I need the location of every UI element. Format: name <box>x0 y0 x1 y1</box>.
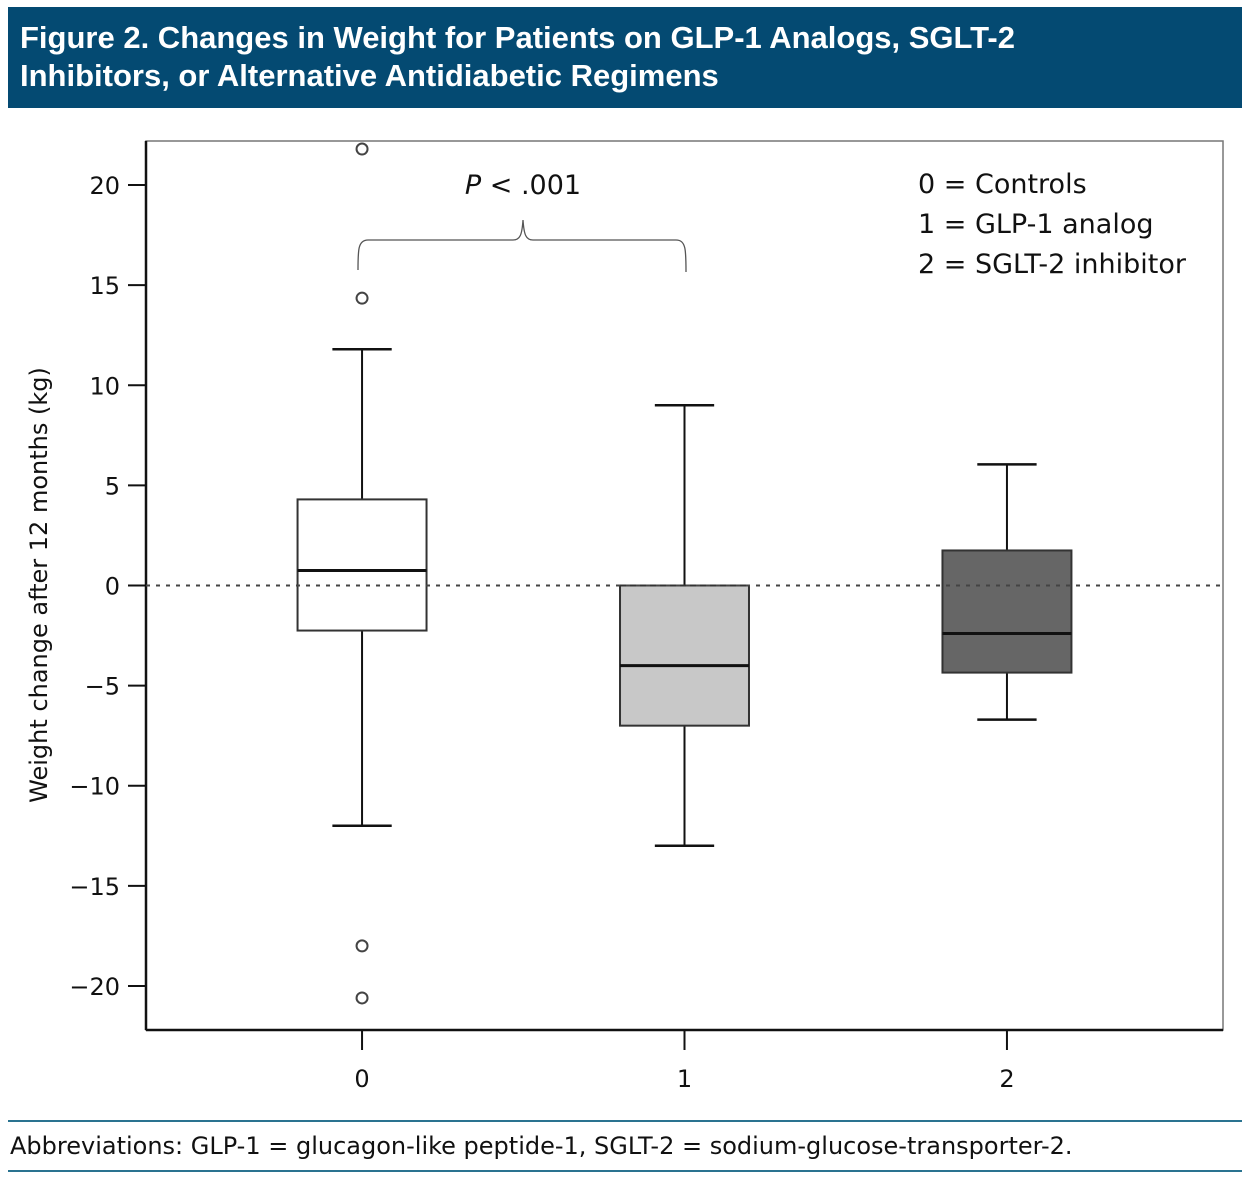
significance-bracket <box>357 219 687 273</box>
outlier-point <box>355 991 369 1005</box>
p-value-annotation: P < .001 <box>465 170 581 201</box>
x-tick-label: 1 <box>677 1065 692 1093</box>
y-tick-label: 15 <box>89 272 120 300</box>
outlier-point <box>355 939 369 953</box>
title-line-2: Inhibitors, or Alternative Antidiabetic … <box>20 58 719 93</box>
box-iqr <box>941 549 1073 674</box>
legend: 0 = Controls 1 = GLP-1 analog 2 = SGLT-2… <box>918 169 1187 280</box>
x-tick-label: 2 <box>999 1065 1014 1093</box>
box-iqr <box>619 584 750 727</box>
legend-entry: 1 = GLP-1 analog <box>918 209 1154 240</box>
y-tick-label: −20 <box>69 973 120 1001</box>
y-tick-label: 10 <box>89 372 120 400</box>
y-tick-label: 20 <box>89 172 120 200</box>
outlier-point <box>355 142 369 156</box>
figure-title: Figure 2. Changes in Weight for Patients… <box>8 7 1242 108</box>
abbreviations-footnote: Abbreviations: GLP-1 = glucagon-like pep… <box>8 1120 1242 1172</box>
legend-entry: 0 = Controls <box>918 169 1087 200</box>
y-axis-label: Weight change after 12 months (kg) <box>25 367 53 803</box>
legend-entry: 2 = SGLT-2 inhibitor <box>918 249 1187 280</box>
y-tick-label: 5 <box>105 472 120 500</box>
x-tick-label: 0 <box>354 1065 369 1093</box>
y-tick-label: −15 <box>69 873 120 901</box>
box-iqr <box>296 498 428 632</box>
y-tick-label: 0 <box>105 573 120 601</box>
boxplot-chart: 20 15 10 5 0 −5 −10 −15 −20 0 1 2 Weight change aft… <box>25 140 1224 1093</box>
outlier-point <box>355 291 369 305</box>
y-tick-label: −10 <box>69 773 120 801</box>
title-line-1: Figure 2. Changes in Weight for Patients… <box>20 20 1015 55</box>
y-tick-label: −5 <box>85 673 120 701</box>
